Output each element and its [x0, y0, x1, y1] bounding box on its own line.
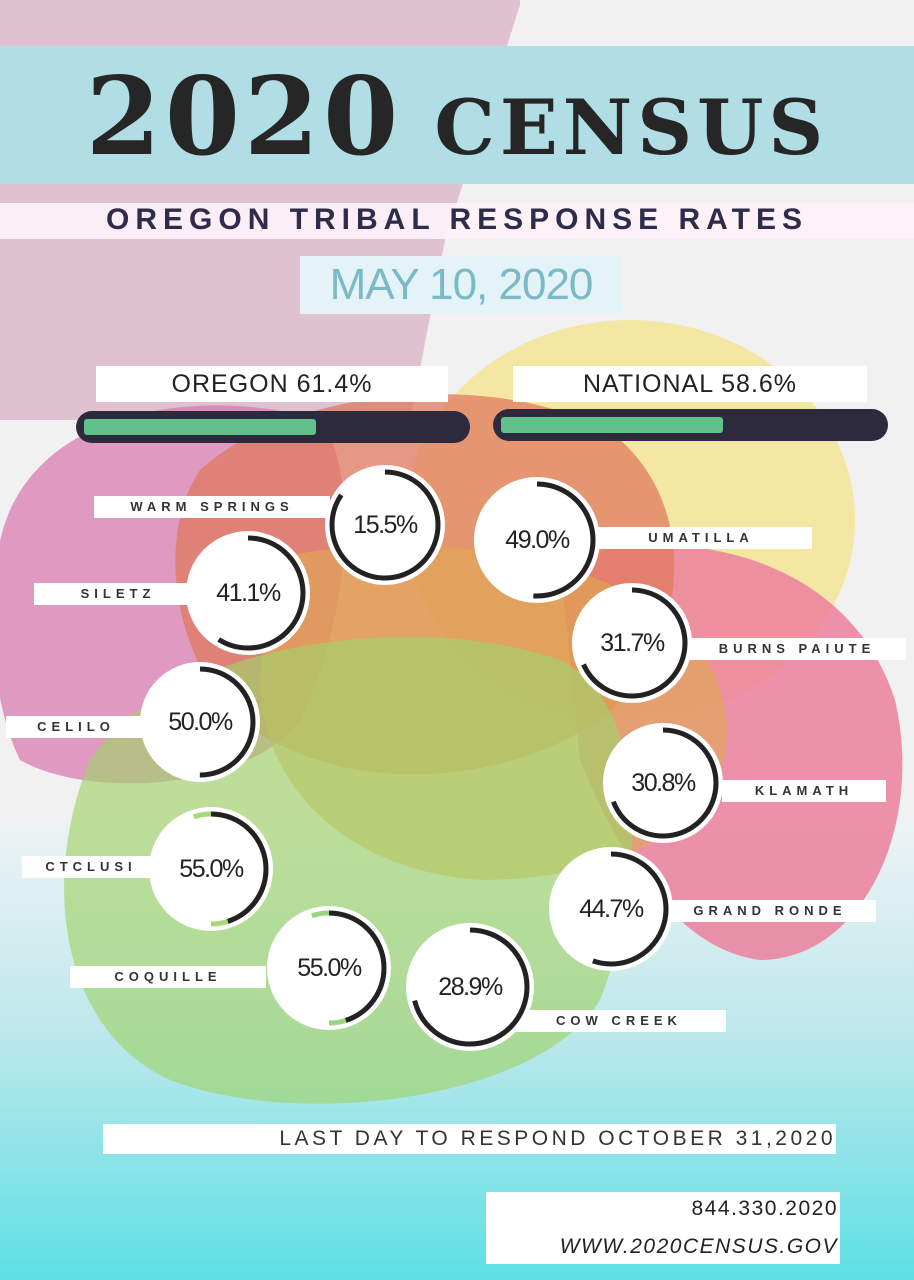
contact-box: [486, 1192, 840, 1264]
oregon-rate-label: OREGON 61.4%: [96, 366, 448, 402]
rate-value-warm-springs: 15.5%: [353, 511, 418, 539]
phone-number: 844.330.2020: [691, 1197, 838, 1220]
rate-value-siletz: 41.1%: [216, 579, 281, 607]
rate-value-umatilla: 49.0%: [505, 526, 570, 554]
national-rate-label: NATIONAL 58.6%: [513, 366, 867, 402]
website-url: WWW.2020CENSUS.GOV: [559, 1235, 838, 1258]
ring-center: [418, 935, 522, 1039]
ring-remaining-arc: [478, 481, 596, 599]
ring-gauge-cow-creek: [406, 923, 534, 1051]
ring-center: [486, 489, 588, 591]
subtitle-bar: [0, 203, 914, 239]
ring-remaining-arc: [410, 927, 530, 1047]
rate-value-burns-paiute: 31.7%: [600, 629, 665, 657]
tribe-label-celilo: CELILO: [6, 716, 146, 738]
deadline-text: LAST DAY TO RESPOND OCTOBER 31,2020: [279, 1127, 836, 1150]
rate-value-cow-creek: 28.9%: [438, 973, 503, 1001]
ring-remaining-arc: [190, 535, 306, 651]
national-progress-bar: [493, 409, 888, 441]
deadline-bar: [103, 1124, 836, 1154]
ring-gauge-burns-paiute: [572, 583, 692, 703]
ring-gauge-celilo: [140, 662, 260, 782]
page-title: 2020 CENSUS: [0, 62, 914, 183]
rate-value-grand-ronde: 44.7%: [579, 895, 644, 923]
ring-remaining-arc: [329, 469, 441, 581]
date-label: MAY 10, 2020: [329, 260, 594, 309]
ring-remaining-arc: [153, 811, 269, 927]
tribe-label-siletz: SILETZ: [34, 583, 202, 605]
ring-gauge-siletz: [186, 531, 310, 655]
ring-remaining-arc: [271, 910, 387, 1026]
rate-value-klamath: 30.8%: [631, 769, 696, 797]
ring-center: [152, 674, 248, 770]
ring-gauge-ctclusi: [149, 807, 273, 931]
ring-remaining-arc: [607, 727, 719, 839]
tribe-label-umatilla: UMATILLA: [590, 527, 812, 549]
subtitle: OREGON TRIBAL RESPONSE RATES: [106, 203, 808, 236]
ring-gauge-umatilla: [474, 477, 600, 603]
ring-center: [279, 918, 379, 1018]
ring-gauge-klamath: [603, 723, 723, 843]
tribe-label-burns-paiute: BURNS PAIUTE: [688, 638, 906, 660]
tribe-label-ctclusi: CTCLUSI: [22, 856, 160, 878]
title-word: CENSUS: [434, 83, 829, 172]
ring-gauge-coquille: [267, 906, 391, 1030]
ring-gauge-warm-springs: [325, 465, 445, 585]
tribe-label-coquille: COQUILLE: [70, 966, 266, 988]
tribe-label-cow-creek: COW CREEK: [512, 1010, 726, 1032]
ring-center: [615, 735, 711, 831]
ring-gauge-grand-ronde: [549, 847, 673, 971]
rate-value-ctclusi: 55.0%: [179, 855, 244, 883]
ring-center: [198, 543, 298, 643]
tribe-label-klamath: KLAMATH: [722, 780, 886, 802]
ring-remaining-arc: [576, 587, 688, 699]
ring-center: [561, 859, 661, 959]
rate-value-coquille: 55.0%: [297, 954, 362, 982]
ring-remaining-arc: [144, 666, 256, 778]
ring-center: [337, 477, 433, 573]
tribe-label-warm-springs: WARM SPRINGS: [94, 496, 330, 518]
date-box: [300, 256, 622, 314]
title-year: 2020: [85, 54, 403, 180]
ring-center: [161, 819, 261, 919]
ring-remaining-arc: [553, 851, 669, 967]
tribe-label-grand-ronde: GRAND RONDE: [664, 900, 876, 922]
title-banner: [0, 46, 914, 184]
ring-center: [584, 595, 680, 691]
national-progress-fill: [501, 417, 723, 433]
oregon-progress-bar: [76, 411, 470, 443]
rate-value-celilo: 50.0%: [168, 708, 233, 736]
oregon-progress-fill: [84, 419, 316, 435]
